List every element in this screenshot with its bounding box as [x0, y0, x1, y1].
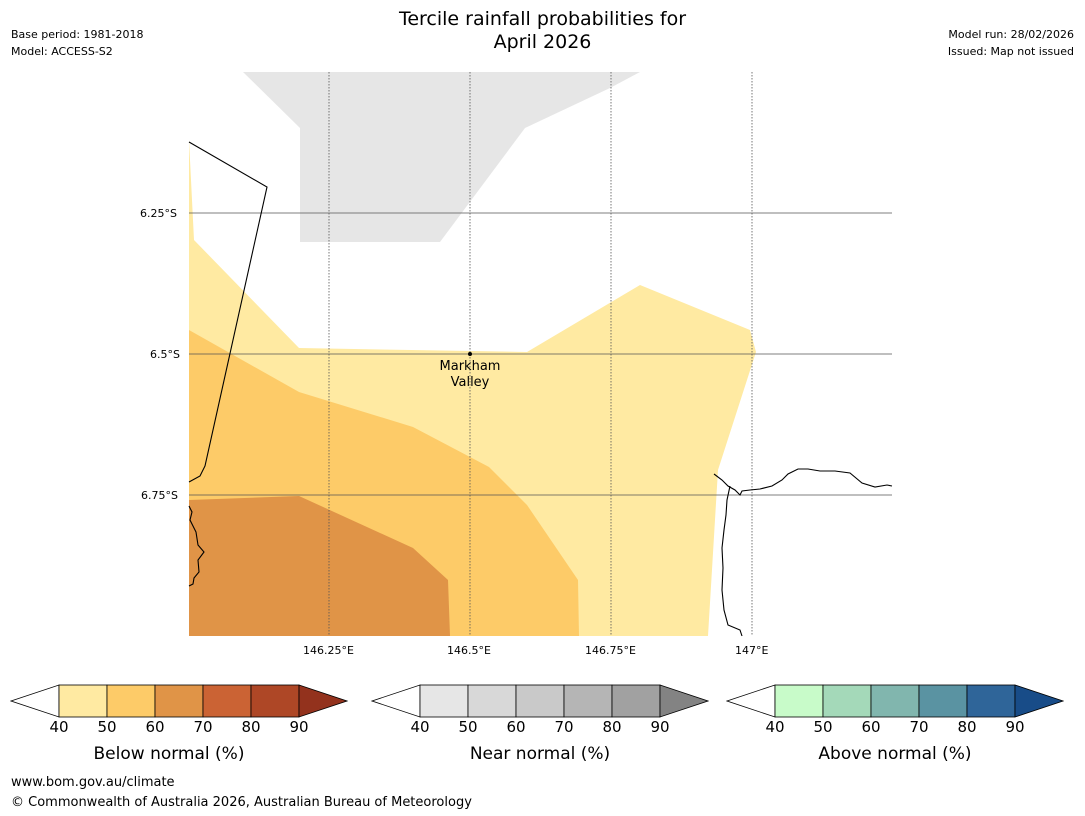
- map-area[interactable]: [0, 0, 1085, 680]
- near-normal-region: [243, 72, 640, 242]
- place-marker[interactable]: [468, 352, 472, 356]
- lat-label-6-5: 6.5°S: [150, 348, 180, 361]
- legend-tick: 60: [145, 718, 165, 736]
- legend-swatch: [822, 684, 872, 718]
- footer-url[interactable]: www.bom.gov.au/climate: [11, 775, 175, 790]
- place-label: Markham Valley: [420, 359, 520, 391]
- legend-near-normal: 40 50 60 70 80 90 Near normal (%): [370, 684, 710, 764]
- footer-copyright: © Commonwealth of Australia 2026, Austra…: [11, 795, 472, 810]
- legend-tick: 40: [410, 718, 430, 736]
- below-normal-60-70-region: [189, 496, 450, 636]
- legend-label-below: Below normal (%): [93, 744, 245, 764]
- legend-swatch: [154, 684, 204, 718]
- legend-tick: 50: [458, 718, 478, 736]
- legend-swatch: [611, 684, 661, 718]
- place-label-line-1: Markham: [439, 359, 501, 374]
- title-line-2: April 2026: [493, 31, 592, 53]
- lon-label-146-75: 146.75°E: [585, 644, 636, 657]
- place-label-line-2: Valley: [450, 375, 490, 390]
- map-fills: [189, 72, 756, 636]
- graticule: [189, 72, 892, 636]
- base-period: Base period: 1981-2018: [11, 28, 144, 41]
- legend-swatch: [563, 684, 613, 718]
- legend-swatch: [250, 684, 300, 718]
- legend-tick: 90: [1005, 718, 1025, 736]
- legend-tick: 80: [602, 718, 622, 736]
- legend-swatch: [467, 684, 517, 718]
- legend-tick: 80: [241, 718, 261, 736]
- colorbar-above: [725, 684, 1065, 718]
- lon-label-146-25: 146.25°E: [303, 644, 354, 657]
- legend-below-normal: 40 50 60 70 80 90 Below normal (%): [9, 684, 349, 764]
- model-name: Model: ACCESS-S2: [11, 45, 113, 58]
- legend-swatch: [515, 684, 565, 718]
- legend-label-near: Near normal (%): [469, 744, 611, 764]
- legend-tick: 50: [813, 718, 833, 736]
- coastline-west: [188, 505, 205, 587]
- lon-label-146-5: 146.5°E: [447, 644, 491, 657]
- legend-tick: 60: [506, 718, 526, 736]
- header-right-info: Model run: 28/02/2026 Issued: Map not is…: [948, 26, 1074, 60]
- legend-tick: 70: [909, 718, 929, 736]
- lat-label-6-25: 6.25°S: [140, 207, 177, 220]
- legend-swatch-over: [659, 684, 710, 718]
- title-line-1: Tercile rainfall probabilities for: [398, 8, 687, 30]
- legend-swatch: [918, 684, 968, 718]
- legend-swatch-under: [725, 684, 776, 718]
- legend-tick: 40: [49, 718, 69, 736]
- colorbar-below: [9, 684, 349, 718]
- lat-label-6-75: 6.75°S: [141, 489, 178, 502]
- legend-swatch-under: [370, 684, 421, 718]
- legend-tick: 70: [193, 718, 213, 736]
- lon-label-147: 147°E: [735, 644, 769, 657]
- coastline-east: [713, 468, 893, 496]
- legend-tick: 40: [765, 718, 785, 736]
- legend-tick: 60: [861, 718, 881, 736]
- boundaries: [188, 141, 893, 637]
- map-title: Tercile rainfall probabilities for April…: [0, 8, 1085, 54]
- issued-status: Issued: Map not issued: [947, 45, 1074, 58]
- header-left-info: Base period: 1981-2018 Model: ACCESS-S2: [11, 26, 143, 60]
- district-boundary: [188, 141, 268, 483]
- river-line: [721, 485, 743, 637]
- legend-swatch: [202, 684, 252, 718]
- legend-above-normal: 40 50 60 70 80 90 Above normal (%): [725, 684, 1065, 764]
- legend-swatch-under: [9, 684, 60, 718]
- colorbar-near: [370, 684, 710, 718]
- legend-swatch: [106, 684, 156, 718]
- legend-tick: 90: [650, 718, 670, 736]
- model-run: Model run: 28/02/2026: [948, 28, 1074, 41]
- legend-swatch: [419, 684, 469, 718]
- legend-swatch: [870, 684, 920, 718]
- legend-swatch: [774, 684, 824, 718]
- legend-swatch-over: [298, 684, 349, 718]
- legend-tick: 80: [957, 718, 977, 736]
- legend-tick: 90: [289, 718, 309, 736]
- legend-swatch: [58, 684, 108, 718]
- legend-swatch: [966, 684, 1016, 718]
- legend-swatch-over: [1014, 684, 1065, 718]
- legend-label-above: Above normal (%): [818, 744, 972, 764]
- legend-tick: 70: [554, 718, 574, 736]
- legend-tick: 50: [97, 718, 117, 736]
